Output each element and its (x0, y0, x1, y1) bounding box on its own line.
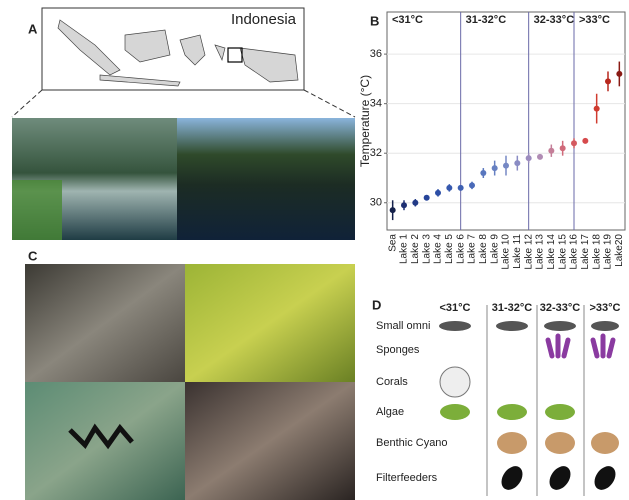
section-label: >33°C (579, 14, 610, 26)
x-tick-label: Lake 10 (501, 234, 512, 270)
section-label: 31-32°C (466, 14, 507, 26)
photo-mussels (185, 382, 355, 500)
x-tick-label: Lake 9 (489, 234, 500, 264)
section-label: 32-33°C (534, 14, 575, 26)
row-label: Sponges (376, 344, 420, 356)
x-tick-label: Lake 7 (467, 234, 478, 264)
point (526, 155, 532, 161)
point (594, 106, 600, 112)
panel-label: A (28, 21, 38, 36)
x-tick-label: Lake20 (614, 234, 625, 267)
figure: A Indonesia C D <31°C 31-32°C 32-33°C >33°C… (0, 0, 629, 500)
x-tick-label: Lake 12 (523, 234, 534, 270)
panel-label: D (372, 297, 381, 312)
row-label: Filterfeeders (376, 472, 438, 484)
point (514, 160, 520, 166)
y-tick-label: 36 (370, 48, 382, 60)
point (560, 145, 566, 151)
zoom-line (12, 90, 42, 117)
x-tick-label: Lake 17 (580, 234, 591, 270)
point (446, 185, 452, 191)
x-tick-label: Lake 1 (399, 234, 410, 264)
point (424, 195, 430, 201)
point (458, 185, 464, 191)
point (469, 182, 475, 188)
point (605, 78, 611, 84)
x-tick-label: Lake 19 (603, 234, 614, 270)
zoom-line (304, 90, 355, 117)
point (435, 190, 441, 196)
row-label: Benthic Cyano (376, 437, 448, 449)
x-tick-label: Lake 5 (444, 234, 455, 264)
x-tick-label: Lake 18 (591, 234, 602, 270)
point (492, 165, 498, 171)
point (412, 200, 418, 206)
row-label: Algae (376, 406, 404, 418)
map-title: Indonesia (231, 11, 297, 28)
photo-sediment (25, 264, 185, 382)
point (571, 140, 577, 146)
y-tick-label: 30 (370, 197, 382, 209)
x-tick-label: Lake 6 (455, 234, 466, 264)
column-header: 32-33°C (540, 302, 581, 314)
x-tick-label: Lake 14 (546, 234, 557, 270)
column-header: >33°C (589, 302, 620, 314)
x-tick-label: Lake 11 (512, 234, 523, 269)
icons (439, 321, 620, 494)
point (480, 170, 486, 176)
panel-label: C (28, 248, 38, 263)
point (548, 148, 554, 154)
point (401, 202, 407, 208)
x-tick-label: Lake 16 (569, 234, 580, 270)
x-tick-label: Sea (387, 234, 398, 252)
x-tick-label: Lake 3 (421, 234, 432, 264)
photo-foliage (12, 180, 62, 240)
panel-label: B (370, 13, 379, 28)
column-header: <31°C (439, 302, 470, 314)
column-header: 31-32°C (492, 302, 533, 314)
x-tick-label: Lake 8 (478, 234, 489, 264)
x-tick-label: Lake 13 (535, 234, 546, 270)
y-tick-label: 34 (370, 98, 382, 110)
y-tick-label: 32 (370, 147, 382, 159)
section-label: <31°C (392, 14, 423, 26)
row-label: Small omni (376, 320, 430, 332)
photo-sponge (185, 264, 355, 382)
photo-lake (177, 118, 355, 240)
row-label: Corals (376, 376, 408, 388)
point (582, 138, 588, 144)
point (616, 71, 622, 77)
point (390, 207, 396, 213)
point (503, 163, 509, 169)
x-tick-label: Lake 2 (410, 234, 421, 264)
x-tick-label: Lake 15 (557, 234, 568, 270)
x-tick-label: Lake 4 (433, 234, 444, 264)
panel-d (439, 305, 620, 496)
point (537, 154, 543, 160)
plot-frame (387, 12, 625, 230)
